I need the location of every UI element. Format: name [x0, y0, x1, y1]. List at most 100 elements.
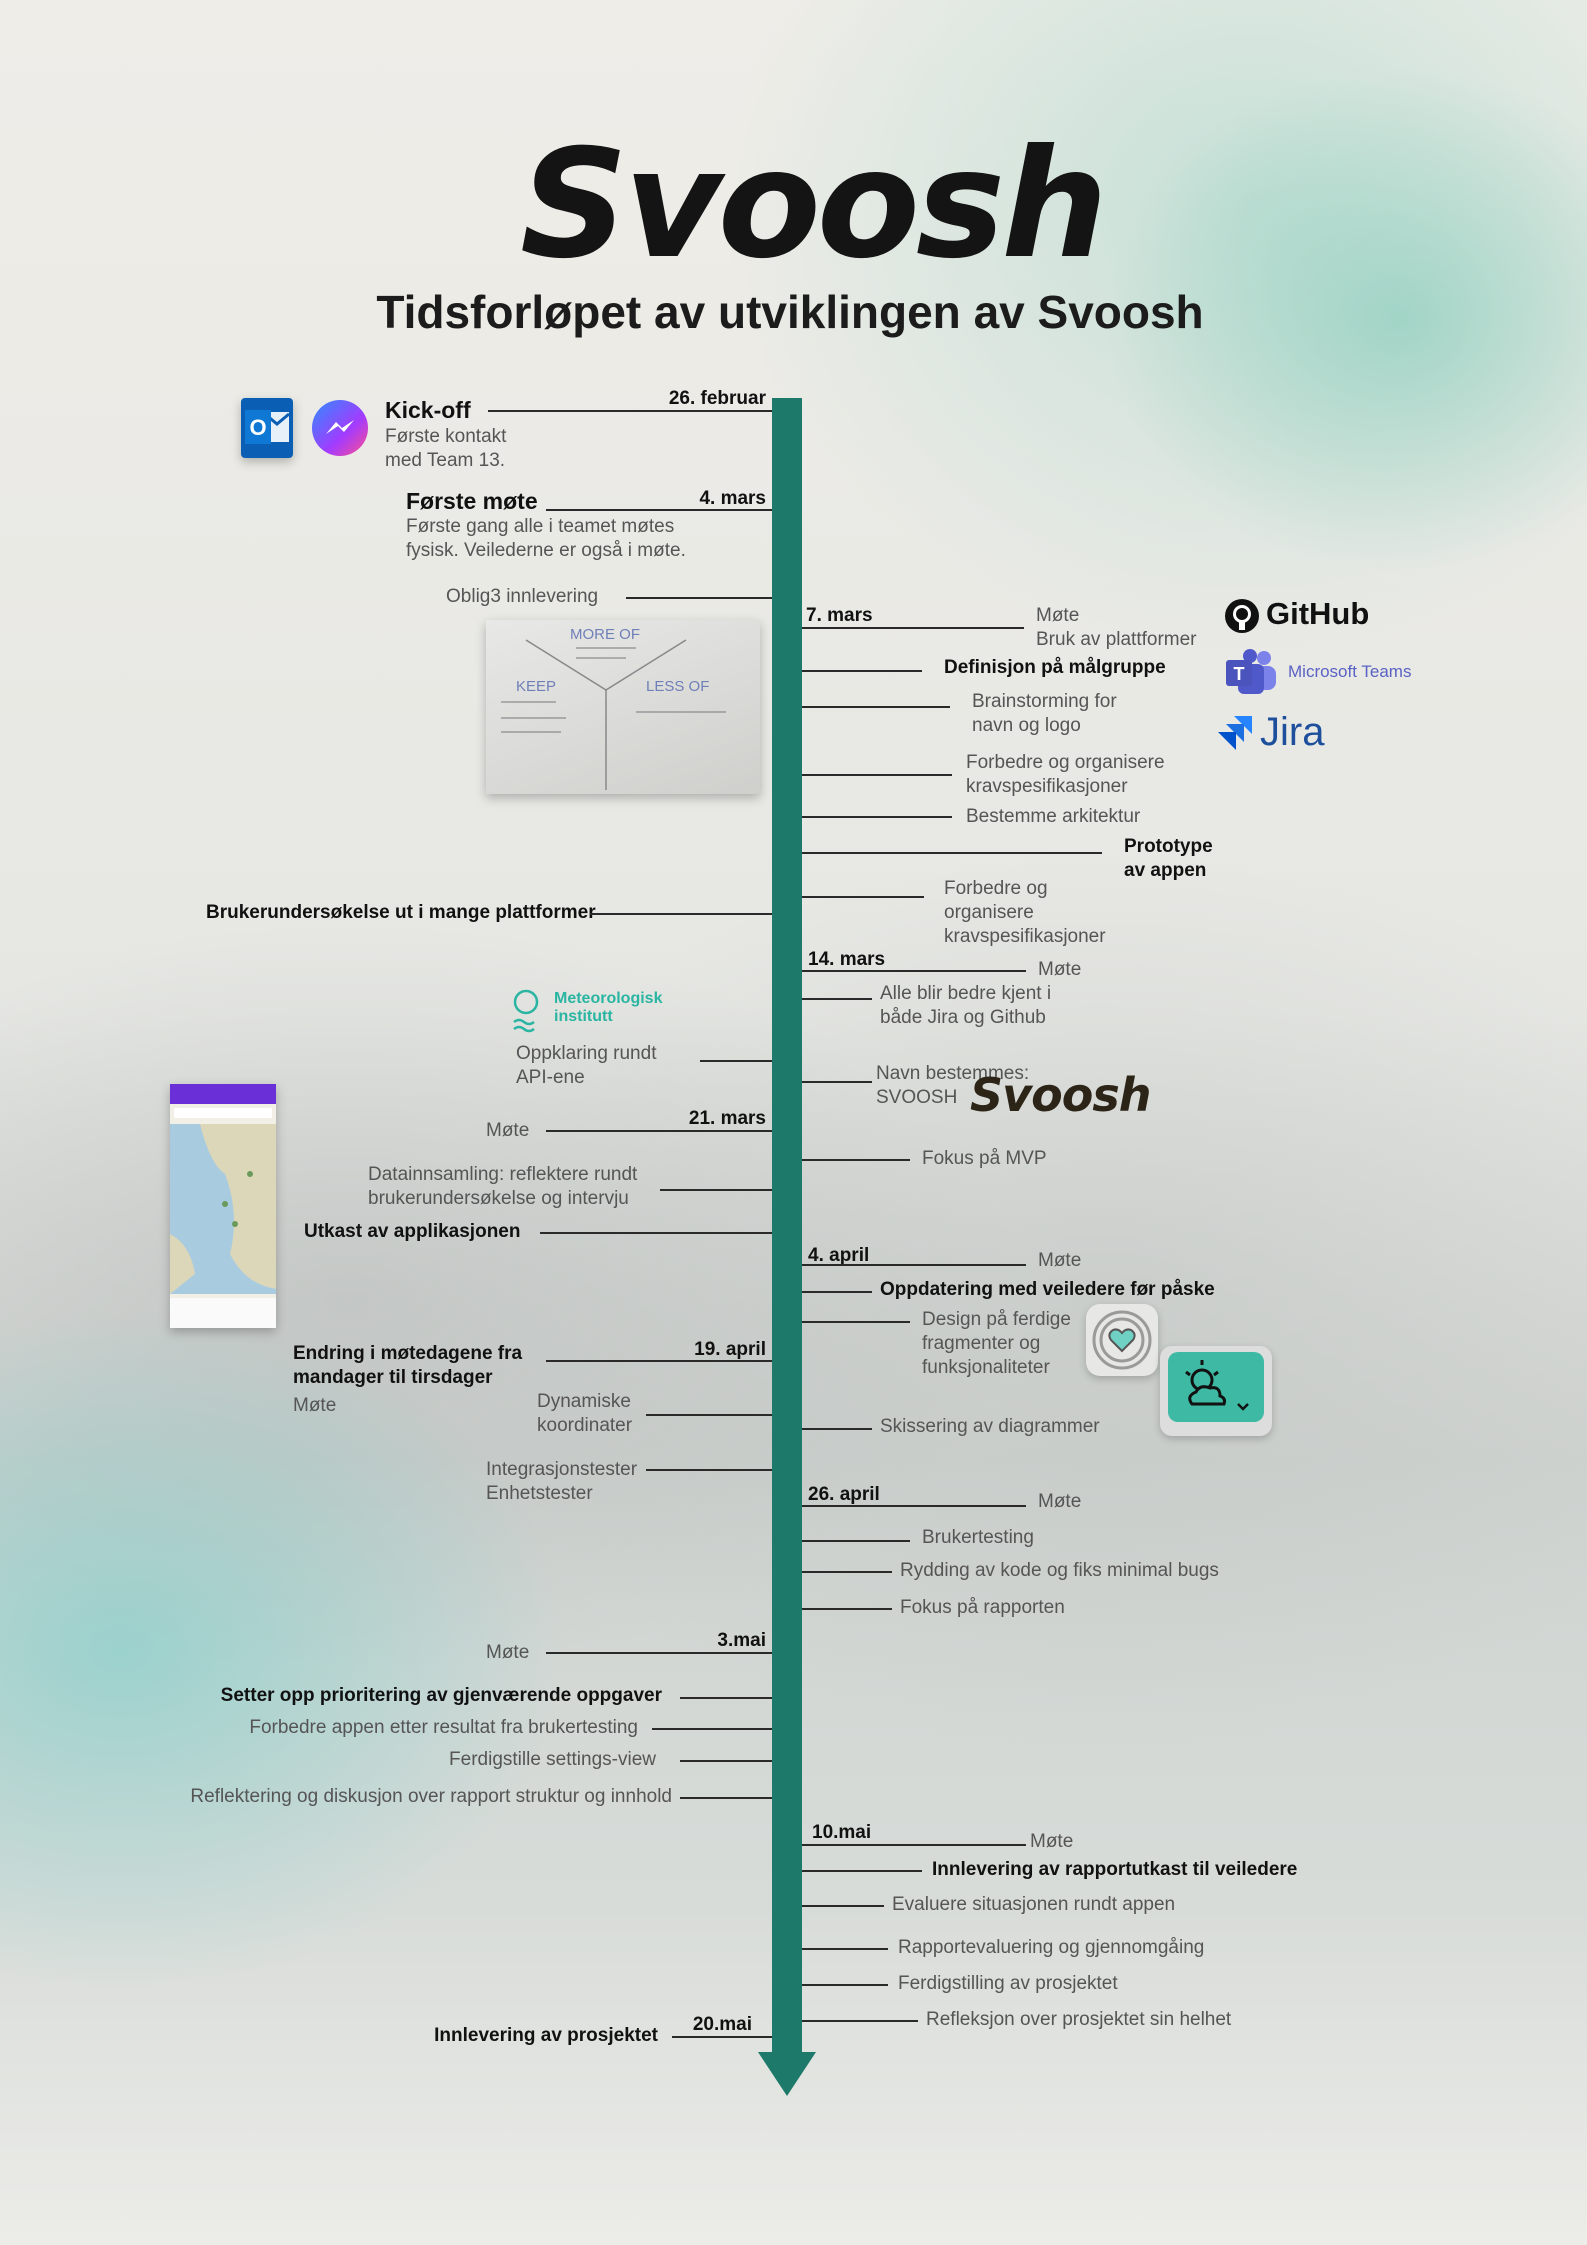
whiteboard-photo: MORE OF KEEP LESS OF [486, 620, 760, 794]
outlook-icon: O [241, 398, 293, 458]
connector-line [802, 2020, 918, 2022]
connector-line [646, 1414, 772, 1416]
connector-line [700, 1060, 772, 1062]
timeline-spine [772, 398, 802, 2058]
connector-line [802, 1264, 1026, 1266]
connector-line [652, 1728, 772, 1730]
update-supervisors-label: Oppdatering med veiledere før påske [880, 1279, 1215, 1300]
jira-github-line1: Alle blir bedre kjent i [880, 983, 1052, 1004]
first-meeting-title: Første møte [406, 488, 538, 514]
connector-line [802, 1505, 1026, 1507]
dynamic-coords-line2: koordinater [537, 1415, 633, 1436]
whiteboard-less-of: LESS OF [646, 678, 710, 695]
improve-spec-line1: Forbedre og organisere [966, 752, 1165, 773]
tests-label-line2: Enhetstester [486, 1483, 593, 1504]
connector-line [590, 913, 772, 915]
cleanup-label: Rydding av kode og fiks minimal bugs [900, 1560, 1219, 1581]
meeting-day-change-line2: mandager til tirsdager [293, 1367, 493, 1388]
github-icon [1225, 599, 1259, 633]
connector-line [680, 1760, 772, 1762]
date-label: 21. mars [688, 1108, 766, 1129]
connector-line [802, 1540, 910, 1542]
date-label: 10.mai [812, 1822, 872, 1843]
kickoff-title: Kick-off [385, 397, 471, 423]
meeting-label: Møte [293, 1395, 337, 1416]
connector-line [546, 1360, 772, 1362]
messenger-icon [312, 400, 368, 456]
jira-icon [1218, 716, 1252, 750]
report-draft-label: Innlevering av rapportutkast til veilede… [932, 1859, 1298, 1880]
meeting-label: Møte [1038, 1491, 1082, 1512]
meeting-label: Møte [486, 1120, 530, 1141]
connector-line [546, 509, 772, 511]
oblig3-label: Oblig3 innlevering [446, 586, 599, 607]
kickoff-desc-line1: Første kontakt [385, 426, 507, 447]
api-label-line1: Oppklaring rundt [516, 1043, 657, 1064]
connector-line [802, 1428, 872, 1430]
reflection-label: Refleksjon over prosjektet sin helhet [926, 2009, 1232, 2030]
target-group-label: Definisjon på målgruppe [944, 657, 1166, 678]
connector-line [802, 774, 952, 776]
date-label: 14. mars [808, 949, 886, 970]
date-label: 19. april [694, 1339, 766, 1360]
jira-logo: Jira [1214, 710, 1334, 760]
connector-line [802, 896, 924, 898]
connector-line [802, 1870, 922, 1872]
connector-line [802, 706, 950, 708]
meeting-label: Møte [1036, 605, 1080, 626]
connector-line [680, 1697, 772, 1699]
teams-logo: T Microsoft Teams [1224, 648, 1424, 698]
jira-github-line2: både Jira og Github [880, 1007, 1046, 1028]
connector-line [802, 970, 1026, 972]
connector-line [802, 627, 1024, 629]
improve-spec-line2: kravspesifikasjoner [966, 776, 1128, 797]
connector-line [802, 1948, 888, 1950]
architecture-label: Bestemme arkitektur [966, 806, 1141, 827]
connector-line [672, 2036, 772, 2038]
connector-line [540, 1232, 772, 1234]
met-wordmark-line2: institutt [554, 1008, 613, 1025]
whiteboard-more-of: MORE OF [570, 626, 640, 643]
name-decided-line2: SVOOSH [876, 1087, 958, 1108]
first-meeting-desc-line1: Første gang alle i teamet møtes [406, 516, 675, 537]
connector-line [546, 1652, 772, 1654]
final-delivery-label: Innlevering av prosjektet [434, 2025, 658, 2046]
api-label-line2: API-ene [516, 1067, 585, 1088]
improve-spec2-line2: organisere [944, 902, 1034, 923]
svoosh-small-logo: Svoosh [970, 1068, 1151, 1122]
met-institute-logo: Meteorologisk institutt [512, 988, 682, 1034]
mvp-focus-label: Fokus på MVP [922, 1148, 1047, 1169]
github-logo: GitHub [1224, 594, 1394, 638]
improve-spec2-line3: kravspesifikasjoner [944, 926, 1106, 947]
prototype-label-line1: Prototype [1124, 836, 1213, 857]
diagram-sketch-label: Skissering av diagrammer [880, 1416, 1100, 1437]
date-label: 4. april [808, 1245, 870, 1266]
report-focus-label: Fokus på rapporten [900, 1597, 1065, 1618]
design-label-line1: Design på ferdige [922, 1309, 1071, 1330]
connector-line [802, 1081, 872, 1083]
svoosh-logo: Svoosh [520, 118, 1108, 292]
connector-line [802, 670, 922, 672]
priorities-label: Setter opp prioritering av gjenværende o… [220, 1685, 662, 1706]
teams-wordmark: Microsoft Teams [1288, 662, 1412, 681]
report-structure-label: Reflektering og diskusjon over rapport s… [190, 1786, 672, 1807]
connector-line [488, 410, 772, 412]
prototype-label-line2: av appen [1124, 860, 1207, 881]
data-collection-line2: brukerundersøkelse og intervju [368, 1188, 629, 1209]
connector-line [546, 1130, 772, 1132]
teams-icon: T [1226, 649, 1276, 694]
github-wordmark: GitHub [1266, 596, 1370, 631]
meeting-label: Møte [486, 1642, 530, 1663]
connector-line [802, 1905, 884, 1907]
survey-label: Brukerundersøkelse ut i mange plattforme… [206, 902, 596, 923]
tests-label-line1: Integrasjonstester [486, 1459, 638, 1480]
meeting-label: Møte [1038, 959, 1082, 980]
page-title: Tidsforløpet av utviklingen av Svoosh [376, 286, 1204, 338]
date-label: 7. mars [806, 605, 873, 626]
connector-line [680, 1797, 772, 1799]
connector-line [802, 1844, 1026, 1846]
meeting-day-change-line1: Endring i møtedagene fra [293, 1343, 523, 1364]
svg-text:O: O [249, 415, 266, 440]
connector-line [802, 1571, 892, 1573]
date-label: 26. februar [668, 388, 766, 409]
